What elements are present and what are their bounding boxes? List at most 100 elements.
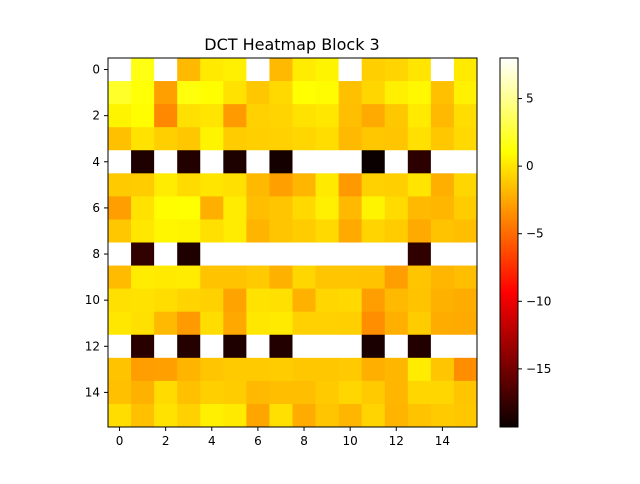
heatmap-cell	[269, 81, 293, 105]
heatmap-cell	[292, 81, 316, 105]
heatmap-cell	[154, 127, 178, 151]
heatmap-cell	[430, 173, 455, 197]
heatmap-cell	[177, 173, 201, 197]
heatmap-cell	[200, 150, 224, 174]
heatmap-cell	[177, 242, 201, 266]
heatmap-cell	[200, 104, 224, 128]
heatmap-cell	[292, 288, 316, 313]
heatmap-cell	[154, 334, 178, 359]
heatmap-cell	[154, 403, 178, 428]
heatmap-cell	[246, 357, 270, 382]
heatmap-cell	[430, 403, 455, 428]
heatmap-cell	[223, 81, 247, 105]
heatmap-cell	[200, 242, 224, 266]
heatmap-cell	[315, 150, 340, 174]
heatmap-cell	[384, 334, 409, 359]
heatmap-cell	[407, 219, 432, 243]
heatmap-cell	[361, 403, 386, 428]
heatmap-cell	[361, 242, 386, 266]
colorbar-tick-label: −10	[526, 294, 551, 308]
x-tick-label: 14	[435, 434, 450, 448]
heatmap-cell	[246, 311, 270, 336]
heatmap-cell	[177, 196, 201, 220]
heatmap-cell	[154, 81, 178, 105]
heatmap-cell	[430, 334, 455, 359]
heatmap-cell	[338, 403, 363, 428]
heatmap-cell	[361, 196, 386, 220]
heatmap-cell	[246, 81, 270, 105]
heatmap-cell	[430, 127, 455, 151]
heatmap-cell	[269, 403, 293, 428]
heatmap-cell	[246, 265, 270, 290]
heatmap-cell	[338, 104, 363, 128]
heatmap-cell	[177, 150, 201, 174]
heatmap-cell	[361, 334, 386, 359]
heatmap-cell	[108, 219, 132, 243]
heatmap-cell	[292, 334, 316, 359]
heatmap-cell	[453, 104, 478, 128]
heatmap-cell	[430, 150, 455, 174]
heatmap-cell	[200, 265, 224, 290]
heatmap-cell	[384, 127, 409, 151]
heatmap-cell	[177, 311, 201, 336]
heatmap-cell	[246, 219, 270, 243]
heatmap-cell	[246, 58, 270, 82]
heatmap-cell	[154, 265, 178, 290]
heatmap-cell	[292, 173, 316, 197]
heatmap-cell	[131, 311, 155, 336]
heatmap-cell	[292, 242, 316, 266]
heatmap-cell	[177, 288, 201, 313]
heatmap-cell	[223, 380, 247, 405]
heatmap-cell	[453, 357, 478, 382]
heatmap-cell	[430, 81, 455, 105]
heatmap-cell	[108, 196, 132, 220]
heatmap-cell	[223, 173, 247, 197]
colorbar-tick-label: 5	[526, 92, 534, 106]
heatmap-cell	[108, 311, 132, 336]
heatmap-cell	[131, 357, 155, 382]
heatmap-cell	[407, 265, 432, 290]
heatmap-cell	[361, 58, 386, 82]
heatmap-cell	[131, 81, 155, 105]
heatmap-cell	[315, 403, 340, 428]
heatmap-cell	[200, 357, 224, 382]
heatmap-cell	[177, 334, 201, 359]
heatmap-cell	[269, 219, 293, 243]
colorbar-axis: 5 0 −5 −10 −15	[518, 92, 551, 376]
heatmap-cell	[269, 380, 293, 405]
heatmap-cell	[200, 196, 224, 220]
heatmap-cell	[223, 288, 247, 313]
heatmap-cell	[315, 265, 340, 290]
heatmap-cell	[292, 311, 316, 336]
heatmap-cell	[338, 173, 363, 197]
x-tick-label: 12	[389, 434, 404, 448]
heatmap-cell	[223, 196, 247, 220]
heatmap-cell	[131, 150, 155, 174]
heatmap-cell	[384, 403, 409, 428]
heatmap-cell	[223, 150, 247, 174]
heatmap-cell	[453, 150, 478, 174]
heatmap-cell	[338, 219, 363, 243]
heatmap-cell	[131, 219, 155, 243]
heatmap-cell	[200, 58, 224, 82]
x-tick-label: 6	[254, 434, 262, 448]
heatmap-cell	[131, 173, 155, 197]
heatmap-cell	[407, 127, 432, 151]
heatmap-cell	[269, 242, 293, 266]
heatmap-cell	[292, 380, 316, 405]
heatmap-cell	[269, 288, 293, 313]
heatmap-cell	[154, 288, 178, 313]
heatmap-cell	[246, 127, 270, 151]
heatmap-cell	[108, 127, 132, 151]
heatmap-cell	[223, 58, 247, 82]
heatmap-cell	[154, 196, 178, 220]
heatmap-cell	[223, 334, 247, 359]
heatmap-cell	[108, 104, 132, 128]
heatmap-cell	[453, 242, 478, 266]
heatmap-cell	[384, 219, 409, 243]
heatmap-cell	[200, 173, 224, 197]
heatmap-cell	[430, 311, 455, 336]
heatmap-cell	[384, 104, 409, 128]
heatmap-cell	[269, 104, 293, 128]
